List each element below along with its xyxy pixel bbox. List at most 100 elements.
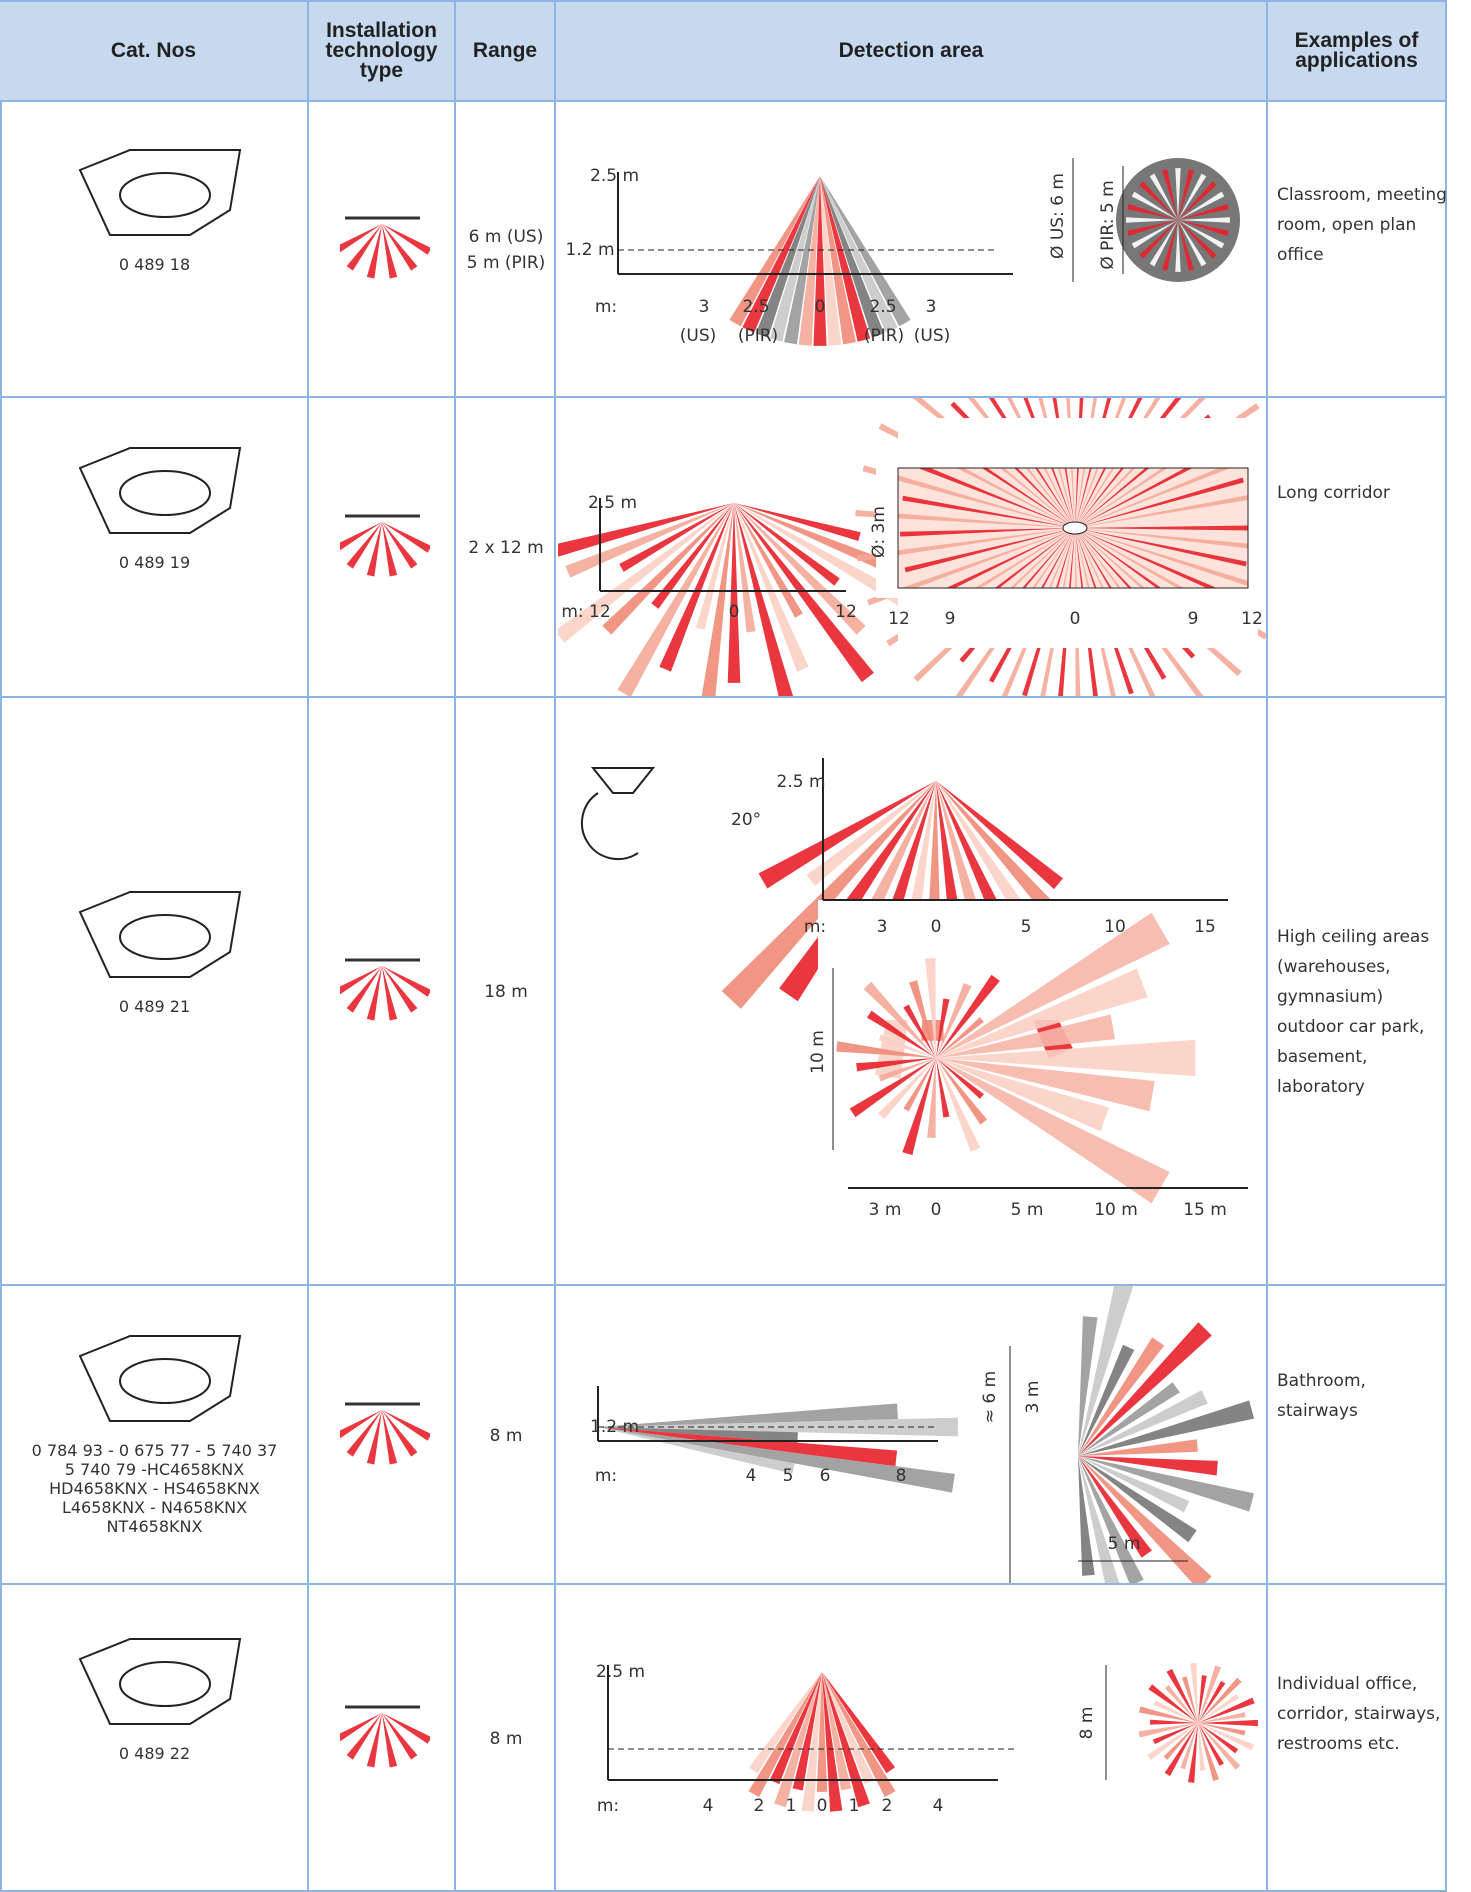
- technology-icon: [340, 952, 430, 1032]
- corridor-mask: [898, 418, 1258, 468]
- diagram-label: 0: [931, 1200, 942, 1220]
- diagram-label: (US): [680, 326, 717, 346]
- device-body: [120, 1359, 210, 1403]
- header-cell: Cat. Nos: [0, 0, 309, 102]
- diagram-label: 4: [746, 1466, 757, 1486]
- range: 8 m: [456, 1423, 556, 1449]
- table-cell: [1268, 398, 1447, 698]
- diagram-label: 10 m: [808, 1030, 828, 1074]
- diagram-label: 5 m: [1108, 1534, 1141, 1554]
- diagram-label: 2: [882, 1796, 893, 1816]
- diagram-label: 20°: [731, 810, 761, 830]
- application: Classroom, meeting room, open plan offic…: [1277, 180, 1447, 270]
- product-icon: [70, 1629, 250, 1739]
- application: High ceiling areas (warehouses, gymnasiu…: [1277, 922, 1447, 1102]
- technology-icon: [340, 508, 430, 588]
- cat-no: 0 784 93 - 0 675 77 - 5 740 37: [0, 1441, 309, 1460]
- header-cell: Examples of applications: [1268, 0, 1447, 102]
- diagram-label: Ø: 3m: [869, 506, 889, 558]
- diagram-label: 6: [820, 1466, 831, 1486]
- diagram-label: 2.5 m: [590, 166, 639, 186]
- diagram-label: 12: [835, 602, 857, 622]
- diagram-label: 15 m: [1183, 1200, 1227, 1220]
- diagram-label: 9: [945, 609, 956, 629]
- diagram-label: 2: [754, 1796, 765, 1816]
- diagram-label: 4: [933, 1796, 944, 1816]
- product-icon: [70, 140, 250, 250]
- diagram-label: 0: [817, 1796, 828, 1816]
- diagram-label: 3 m: [869, 1200, 902, 1220]
- product-icon: [70, 882, 250, 992]
- diagram-label: 3: [926, 297, 937, 317]
- range: 2 x 12 m: [456, 535, 556, 561]
- header-cell: Installation technology type: [309, 0, 456, 102]
- diagram-label: 10: [1104, 917, 1126, 937]
- product-icon: [70, 438, 250, 548]
- diagram-label: 5 m: [1011, 1200, 1044, 1220]
- diagram-label: 2.5 m: [588, 493, 637, 513]
- page: {"header": ["Cat. Nos", "Installation te…: [0, 0, 1471, 1892]
- product-icon: [70, 1326, 250, 1436]
- detection-beam: [1190, 1663, 1198, 1723]
- detection-diagram: 20°2.5 mm:305101510 m3 m05 m10 m15 m: [558, 698, 1266, 1284]
- diagram-label: 2.5 m: [777, 772, 826, 792]
- diagram-label: 0: [729, 602, 740, 622]
- cat-no: NT4658KNX: [0, 1517, 309, 1536]
- range: 5 m (PIR): [456, 250, 556, 276]
- device-body: [120, 915, 210, 959]
- header-cell: Detection area: [556, 0, 1268, 102]
- technology-icon: [340, 1396, 430, 1476]
- cat-no: 0 489 22: [0, 1744, 309, 1763]
- diagram-label: 5: [1021, 917, 1032, 937]
- mask: [988, 1316, 1076, 1583]
- diagram-label: 8: [896, 1466, 907, 1486]
- cat-no: 0 489 18: [0, 255, 309, 274]
- diagram-label: 1: [786, 1796, 797, 1816]
- diagram-label: (PIR): [738, 326, 778, 346]
- diagram-label: 0: [931, 917, 942, 937]
- table-cell: [1268, 1286, 1447, 1585]
- diagram-label: m:: [597, 1796, 619, 1816]
- diagram-label: 5: [783, 1466, 794, 1486]
- diagram-label: m:: [595, 297, 617, 317]
- diagram-label: 2.5: [742, 297, 769, 317]
- diagram-label: 2.5: [869, 297, 896, 317]
- cat-no: L4658KNX - N4658KNX: [0, 1498, 309, 1517]
- diagram-label: 3 m: [1023, 1381, 1043, 1414]
- diagram-label: 0: [815, 297, 826, 317]
- range: 6 m (US): [456, 224, 556, 250]
- device-side: [582, 768, 653, 859]
- diagram-label: Ø PIR: 5 m: [1098, 180, 1118, 269]
- diagram-label: 1.2 m: [590, 1417, 639, 1437]
- cat-no: HD4658KNX - HS4658KNX: [0, 1479, 309, 1498]
- diagram-label: 12: [1241, 609, 1263, 629]
- detection-diagram: 1.2 mm:4568≈ 6 m3 m5 m8 m: [558, 1286, 1266, 1583]
- application: Long corridor: [1277, 478, 1447, 508]
- technology-icon: [340, 1699, 430, 1779]
- cat-no: 0 489 19: [0, 553, 309, 572]
- diagram-label: Ø US: 6 m: [1048, 173, 1068, 259]
- diagram-label: m: 12: [561, 602, 610, 622]
- diagram-label: m:: [595, 1466, 617, 1486]
- detection-diagram: 2.5 m m: 12 0 12 Ø: 3m 12 9 0 9 12: [558, 398, 1266, 696]
- diagram-label: 8 m: [1077, 1707, 1097, 1740]
- cat-no: 5 740 79 -HC4658KNX: [0, 1460, 309, 1479]
- diagram-label: (PIR): [864, 326, 904, 346]
- technology-icon: [340, 210, 430, 290]
- diagram-label: 12: [888, 609, 910, 629]
- diagram-label: 15: [1194, 917, 1216, 937]
- application: Individual office, corridor, stairways, …: [1277, 1669, 1447, 1759]
- diagram-label: 0: [1070, 609, 1081, 629]
- diagram-label: (US): [914, 326, 951, 346]
- diagram-label: 2.5 m: [596, 1662, 645, 1682]
- cat-no: 0 489 21: [0, 997, 309, 1016]
- diagram-label: 10 m: [1094, 1200, 1138, 1220]
- range: 18 m: [456, 979, 556, 1005]
- diagram-label: 3: [699, 297, 710, 317]
- range: 8 m: [456, 1726, 556, 1752]
- diagram-label: 9: [1188, 609, 1199, 629]
- detection-beam: [1150, 1720, 1198, 1725]
- device-body: [120, 173, 210, 217]
- diagram-label: ≈ 6 m: [980, 1371, 1000, 1423]
